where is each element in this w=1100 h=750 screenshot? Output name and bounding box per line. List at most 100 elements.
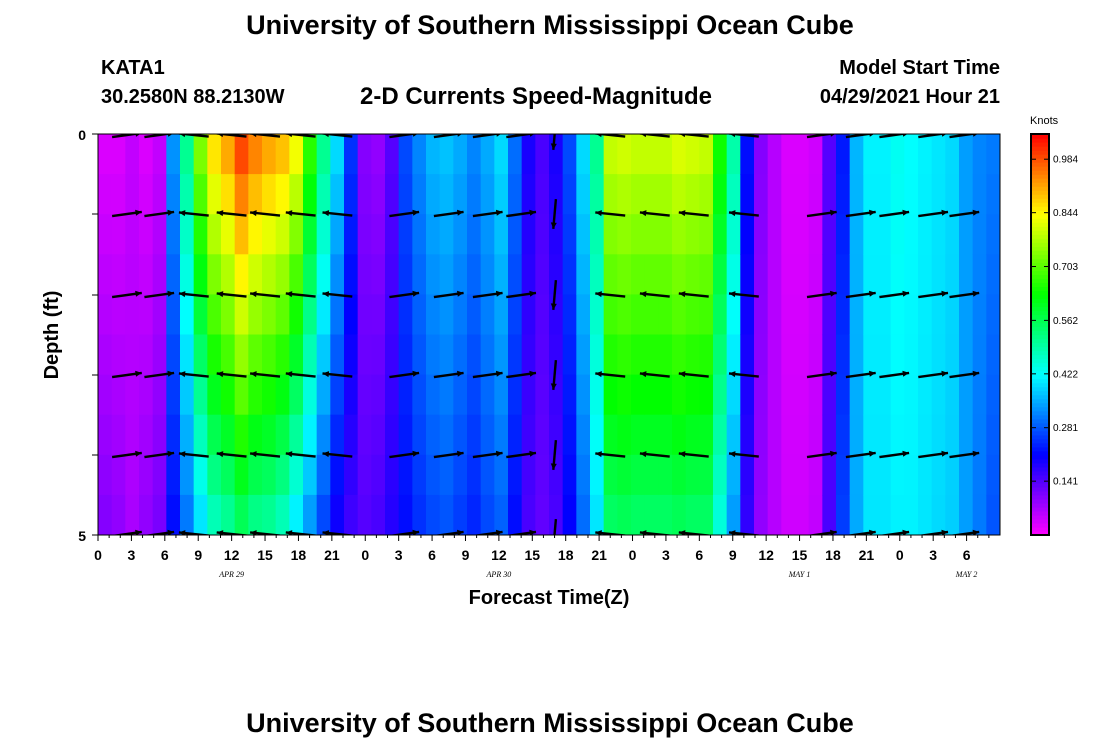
heatmap-cell <box>699 334 714 376</box>
heatmap-cell <box>453 294 468 336</box>
heatmap-cell <box>453 214 468 255</box>
colorbar-band <box>1032 186 1048 191</box>
heatmap-cell <box>426 134 441 175</box>
heatmap-cell <box>863 294 878 336</box>
heatmap-cell <box>836 214 851 255</box>
heatmap-cell <box>262 214 277 255</box>
heatmap-cell <box>453 494 468 535</box>
heatmap-cell <box>385 334 400 376</box>
heatmap-cell <box>849 334 864 376</box>
current-arrowhead <box>595 210 602 217</box>
heatmap-cell <box>207 334 222 376</box>
heatmap-cell <box>740 174 755 215</box>
heatmap-cell <box>685 294 700 336</box>
heatmap-cell <box>521 454 536 496</box>
current-arrow <box>216 134 247 138</box>
heatmap-cell <box>890 174 905 215</box>
heatmap-cell <box>590 174 605 215</box>
colorbar-band <box>1032 338 1048 344</box>
heatmap-cell <box>412 174 427 215</box>
heatmap-cell <box>439 334 454 376</box>
current-arrowhead <box>550 143 557 150</box>
colorbar-band <box>1032 322 1048 328</box>
heatmap-cell <box>590 374 605 416</box>
heatmap-cell <box>781 374 796 416</box>
heatmap-cell <box>262 334 277 376</box>
heatmap-cell <box>166 174 181 215</box>
heatmap-cell <box>726 414 741 456</box>
heatmap-cell <box>767 174 782 215</box>
heatmap-cell <box>986 134 1000 175</box>
colorbar-band <box>1032 314 1048 320</box>
heatmap-cell <box>631 174 646 215</box>
colorbar-band <box>1032 166 1048 171</box>
colorbar-band <box>1032 226 1048 231</box>
date-label: APR 29 <box>218 570 244 579</box>
heatmap-cell <box>822 254 837 295</box>
heatmap-cell <box>480 414 495 456</box>
current-arrowhead <box>250 291 257 298</box>
heatmap-cell <box>931 214 946 255</box>
current-arrowhead <box>135 450 142 457</box>
heatmap-cell <box>494 294 509 336</box>
heatmap-cell <box>808 334 823 376</box>
heatmap-cell <box>508 374 523 416</box>
heatmap-cell <box>781 414 796 456</box>
heatmap-cell <box>398 294 413 336</box>
current-arrowhead <box>830 450 837 457</box>
heatmap-cell <box>330 134 345 175</box>
heatmap-cell <box>385 294 400 336</box>
current-arrowhead <box>216 530 224 535</box>
current-arrow <box>506 134 537 139</box>
heatmap-cell <box>672 334 687 376</box>
heatmap-cell <box>234 254 249 295</box>
heatmap-cell <box>699 134 714 175</box>
current-arrow <box>595 134 626 138</box>
current-arrowhead <box>729 451 736 458</box>
colorbar-band <box>1032 414 1048 420</box>
colorbar-ticks: 0.984 0.844 0.703 0.562 0.422 0.281 0.141 <box>1031 155 1078 488</box>
heatmap-cell <box>111 214 126 255</box>
current-arrow <box>678 134 709 138</box>
x-tick-label: 9 <box>462 547 470 563</box>
heatmap-cell <box>590 334 605 376</box>
heatmap-cell <box>576 214 591 255</box>
heatmap-cell <box>330 254 345 295</box>
heatmap-cell <box>535 254 550 295</box>
colorbar-band <box>1032 214 1048 219</box>
current-arrowhead <box>529 450 536 457</box>
heatmap-cell <box>193 134 208 175</box>
heatmap-cell <box>207 494 222 535</box>
heatmap-cell <box>453 374 468 416</box>
current-arrow <box>918 134 949 139</box>
heatmap-cell <box>945 414 960 456</box>
heatmap-cell <box>945 454 960 496</box>
heatmap-cell <box>139 334 154 376</box>
heatmap-cell <box>371 494 386 535</box>
heatmap-cell <box>221 494 236 535</box>
heatmap-cell <box>139 134 154 175</box>
heatmap-cell <box>890 294 905 336</box>
current-arrowhead <box>457 209 464 216</box>
heatmap-cell <box>672 174 687 215</box>
heatmap-cell <box>371 134 386 175</box>
heatmap-cell <box>303 174 318 215</box>
colorbar-band <box>1032 142 1048 147</box>
heatmap-cell <box>863 254 878 295</box>
heatmap-cell <box>289 374 304 416</box>
heatmap-cell <box>549 294 564 336</box>
heatmap-cell <box>535 294 550 336</box>
heatmap-cell <box>412 374 427 416</box>
heatmap-cell <box>918 414 933 456</box>
heatmap-cell <box>795 454 810 496</box>
heatmap-cell <box>672 134 687 175</box>
current-arrowhead <box>285 530 293 535</box>
heatmap-cell <box>248 214 263 255</box>
heatmap-cell <box>275 374 290 416</box>
colorbar-band <box>1032 294 1048 300</box>
heatmap-cell <box>494 494 509 535</box>
heatmap-cell <box>221 134 236 175</box>
current-arrowhead <box>495 370 503 377</box>
heatmap-cell <box>603 134 618 175</box>
heatmap-cell <box>549 374 564 416</box>
